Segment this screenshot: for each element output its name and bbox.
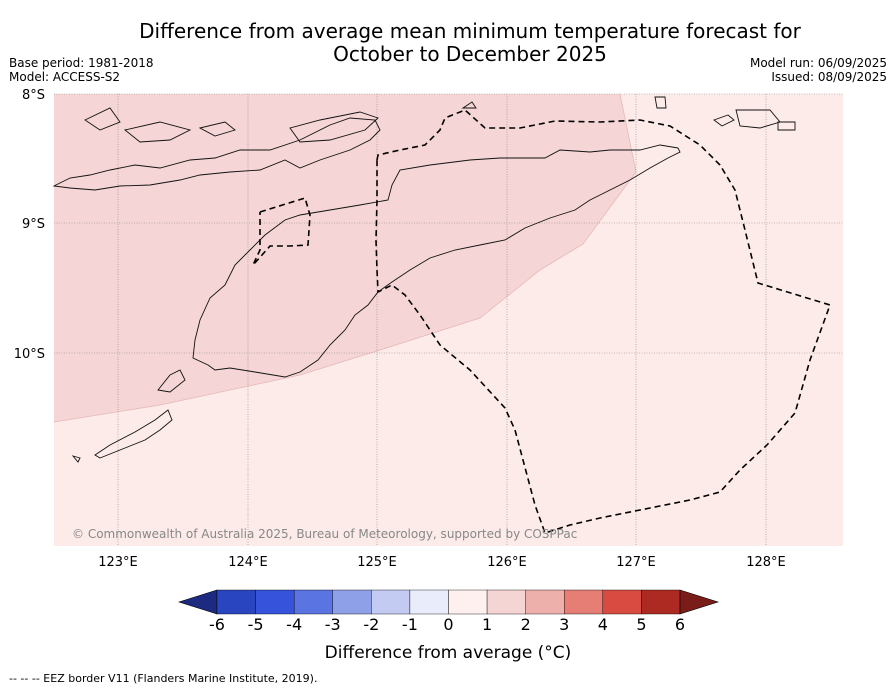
- colorbar-segment: [293, 589, 333, 615]
- colorbar-segment: [448, 589, 488, 615]
- colorbar-tick-label: -5: [247, 615, 264, 634]
- kisar-island-coast: [654, 96, 667, 109]
- semau-island-coast: [157, 369, 186, 393]
- colorbar-segment: [564, 589, 604, 615]
- title-line-1: Difference from average mean minimum tem…: [139, 19, 801, 43]
- colorbar-segment: [525, 589, 565, 615]
- colorbar-segment: [409, 589, 449, 615]
- colorbar-segment: [486, 589, 526, 615]
- band-edge: [53, 93, 637, 423]
- colorbar-segment: [371, 589, 411, 615]
- colorbar-tick-label: 5: [636, 615, 647, 634]
- chart-title: Difference from average mean minimum tem…: [0, 20, 896, 66]
- colorbar-segment: [641, 589, 681, 615]
- eez-legend-footer: -- -- -- EEZ border V11 (Flanders Marine…: [9, 672, 318, 685]
- leti-island-coast: [713, 114, 735, 127]
- lon-label-124e: 124°E: [228, 555, 268, 570]
- colorbar-tick-label: -1: [401, 615, 418, 634]
- lat-label-8s: 8°S: [22, 88, 45, 103]
- copyright-text: © Commonwealth of Australia 2025, Bureau…: [72, 527, 577, 541]
- rote-island-coast: [94, 409, 173, 459]
- eez-oecusse-border: [252, 196, 311, 266]
- meta-right: Model run: 06/09/2025 Issued: 08/09/2025: [750, 56, 887, 84]
- eez-border: [252, 109, 832, 534]
- colorbar-tick-label: 1: [481, 615, 493, 634]
- colorbar-tick-label: 2: [520, 615, 531, 634]
- moa-island-coast: [735, 109, 781, 129]
- lat-label-10s: 10°S: [14, 347, 45, 362]
- title-line-2: October to December 2025: [333, 42, 607, 66]
- lat-label-9s: 9°S: [22, 217, 45, 232]
- gridlines: [54, 93, 843, 546]
- issued-date: Issued: 08/09/2025: [771, 70, 887, 84]
- base-period: Base period: 1981-2018: [9, 56, 154, 70]
- lon-label-125e: 125°E: [357, 555, 397, 570]
- colorbar-tick-label: -3: [324, 615, 341, 634]
- pantar-island-coast: [123, 121, 192, 143]
- colorbar-arrow-high: [679, 589, 719, 615]
- atauro-island-coast: [198, 121, 236, 137]
- colorbar-tick-label: -6: [209, 615, 225, 634]
- lon-label-127e: 127°E: [616, 555, 656, 570]
- timor-island-coast: [52, 117, 381, 191]
- ndao-island-coast: [71, 455, 81, 463]
- colorbar: [178, 589, 719, 615]
- colorbar-segment: [255, 589, 295, 615]
- anomaly-band-1-2: [54, 94, 636, 422]
- lon-label-123e: 123°E: [98, 555, 138, 570]
- meta-left: Base period: 1981-2018 Model: ACCESS-S2: [9, 56, 154, 84]
- colorbar-tick-label: -2: [363, 615, 380, 634]
- alor-island-coast: [84, 107, 121, 131]
- colorbar-segment: [332, 589, 372, 615]
- liran-island-coast: [461, 101, 477, 109]
- colorbar-segment: [216, 589, 256, 615]
- colorbar-label: Difference from average (°C): [324, 643, 572, 663]
- colorbar-tick-label: 0: [443, 615, 454, 634]
- wetar-island-coast: [289, 111, 379, 143]
- lon-label-128e: 128°E: [746, 555, 786, 570]
- colorbar-tick-label: 4: [597, 615, 608, 634]
- colorbar-tick-label: 6: [674, 615, 686, 634]
- model-run: Model run: 06/09/2025: [749, 56, 887, 70]
- colorbar-segment: [602, 589, 642, 615]
- lon-label-126e: 126°E: [487, 555, 527, 570]
- eez-main-border: [375, 109, 832, 534]
- colorbar-arrow-low: [178, 589, 218, 615]
- lakor-island-coast: [777, 121, 796, 131]
- timor-main-coast: [192, 144, 681, 378]
- colorbar-tick-label: -4: [286, 615, 303, 634]
- model-name: Model: ACCESS-S2: [9, 70, 121, 84]
- colorbar-tick-label: 3: [559, 615, 570, 634]
- coastlines: [52, 96, 796, 463]
